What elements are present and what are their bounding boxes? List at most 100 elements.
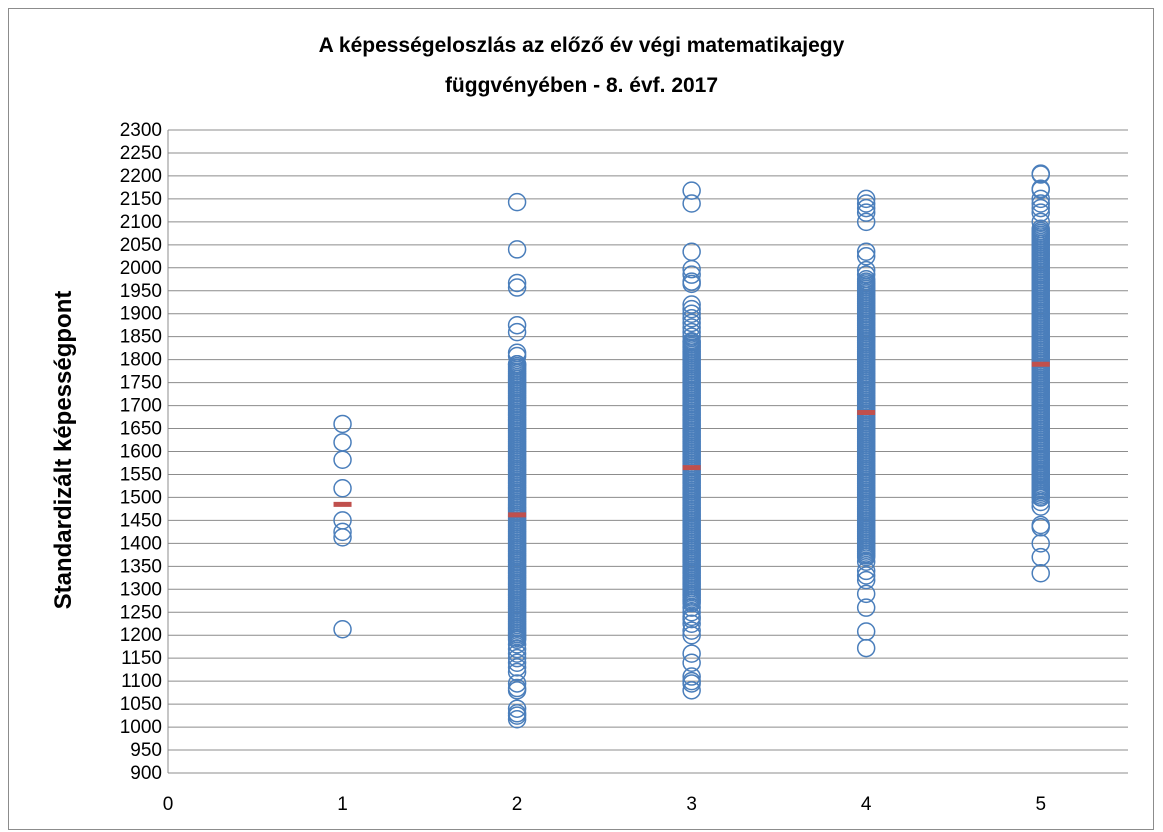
data-point bbox=[507, 710, 527, 729]
data-point bbox=[856, 247, 876, 266]
data-point bbox=[682, 181, 701, 200]
x-tick-label: 1 bbox=[337, 794, 348, 815]
data-point bbox=[507, 648, 527, 668]
y-tick-label: 1300 bbox=[120, 579, 162, 600]
data-point bbox=[1031, 492, 1050, 512]
data-point bbox=[1031, 518, 1050, 537]
data-point bbox=[333, 433, 352, 452]
y-tick-label: 1850 bbox=[120, 327, 162, 348]
data-point bbox=[856, 198, 876, 218]
data-point bbox=[1031, 478, 1050, 498]
data-point bbox=[333, 528, 352, 547]
data-point bbox=[682, 674, 701, 693]
data-point bbox=[507, 240, 527, 259]
data-point bbox=[507, 706, 527, 725]
data-point bbox=[682, 609, 701, 629]
data-point bbox=[1031, 194, 1050, 213]
data-point bbox=[507, 315, 527, 335]
data-point bbox=[507, 653, 527, 673]
data-point bbox=[682, 304, 701, 323]
data-point bbox=[507, 674, 527, 693]
y-tick-label: 1450 bbox=[120, 510, 162, 531]
x-tick-label: 3 bbox=[686, 794, 697, 815]
y-tick-label: 1750 bbox=[120, 373, 162, 394]
chart-title: A képességeloszlás az előző év végi mate… bbox=[318, 34, 845, 57]
data-point bbox=[333, 414, 352, 434]
data-point bbox=[682, 322, 701, 342]
y-tick-label: 2150 bbox=[120, 189, 162, 210]
data-point bbox=[507, 635, 527, 654]
data-point bbox=[682, 644, 701, 663]
chart-frame bbox=[8, 8, 1154, 830]
data-point bbox=[682, 603, 701, 622]
data-point bbox=[856, 265, 876, 284]
data-point bbox=[1031, 219, 1050, 238]
y-tick-label: 2100 bbox=[120, 212, 162, 233]
data-point bbox=[1031, 203, 1050, 222]
y-tick-label: 1250 bbox=[120, 602, 162, 623]
data-point bbox=[682, 681, 701, 700]
y-tick-label: 1200 bbox=[120, 625, 162, 646]
y-tick-label: 900 bbox=[130, 763, 162, 784]
data-point bbox=[1031, 488, 1050, 507]
y-tick-label: 1000 bbox=[120, 717, 162, 738]
data-point bbox=[333, 619, 352, 639]
data-point bbox=[682, 194, 701, 213]
data-point bbox=[682, 265, 701, 284]
data-point bbox=[856, 212, 876, 232]
data-point bbox=[1031, 198, 1050, 218]
data-point bbox=[682, 242, 701, 261]
data-point bbox=[507, 681, 527, 700]
data-point bbox=[856, 260, 876, 280]
y-tick-label: 2250 bbox=[120, 143, 162, 164]
data-point bbox=[856, 584, 876, 604]
y-tick-label: 1150 bbox=[121, 648, 162, 669]
data-point bbox=[1031, 547, 1050, 567]
data-point bbox=[682, 295, 701, 314]
data-point bbox=[856, 570, 876, 590]
data-point bbox=[507, 278, 527, 297]
data-point bbox=[682, 667, 701, 686]
data-point bbox=[1031, 563, 1050, 583]
data-point bbox=[856, 598, 876, 617]
data-point bbox=[507, 192, 527, 212]
data-point bbox=[682, 299, 701, 319]
data-point bbox=[682, 259, 701, 279]
data-point bbox=[856, 638, 876, 658]
data-point bbox=[1031, 189, 1050, 209]
data-point bbox=[682, 598, 701, 617]
data-point bbox=[507, 662, 527, 682]
data-point bbox=[856, 622, 876, 641]
data-point bbox=[682, 274, 701, 294]
data-point bbox=[682, 621, 701, 640]
x-tick-label: 2 bbox=[512, 794, 523, 815]
y-tick-label: 1550 bbox=[120, 464, 162, 485]
data-point bbox=[856, 203, 876, 222]
data-point bbox=[507, 346, 527, 366]
y-tick-label: 2050 bbox=[120, 235, 162, 256]
y-tick-label: 2300 bbox=[120, 120, 162, 141]
data-point bbox=[333, 522, 352, 542]
data-point bbox=[1031, 212, 1050, 232]
x-tick-label: 0 bbox=[163, 794, 174, 815]
data-point bbox=[1031, 497, 1050, 516]
data-point bbox=[682, 332, 701, 351]
data-point bbox=[507, 644, 527, 663]
data-point bbox=[507, 354, 527, 374]
y-tick-label: 1100 bbox=[121, 671, 162, 692]
y-tick-label: 2000 bbox=[120, 258, 162, 279]
data-point bbox=[1031, 534, 1050, 553]
data-point bbox=[682, 309, 701, 328]
data-point bbox=[682, 327, 701, 346]
data-point bbox=[856, 270, 876, 289]
data-point bbox=[856, 242, 876, 261]
data-point bbox=[682, 653, 701, 673]
y-tick-label: 1650 bbox=[120, 419, 162, 440]
data-point bbox=[856, 194, 876, 213]
data-point bbox=[856, 566, 876, 585]
y-tick-label: 950 bbox=[130, 740, 162, 761]
chart-subtitle: függvényében - 8. évf. 2017 bbox=[444, 74, 719, 97]
y-tick-label: 1600 bbox=[120, 442, 162, 463]
data-point bbox=[507, 658, 527, 677]
